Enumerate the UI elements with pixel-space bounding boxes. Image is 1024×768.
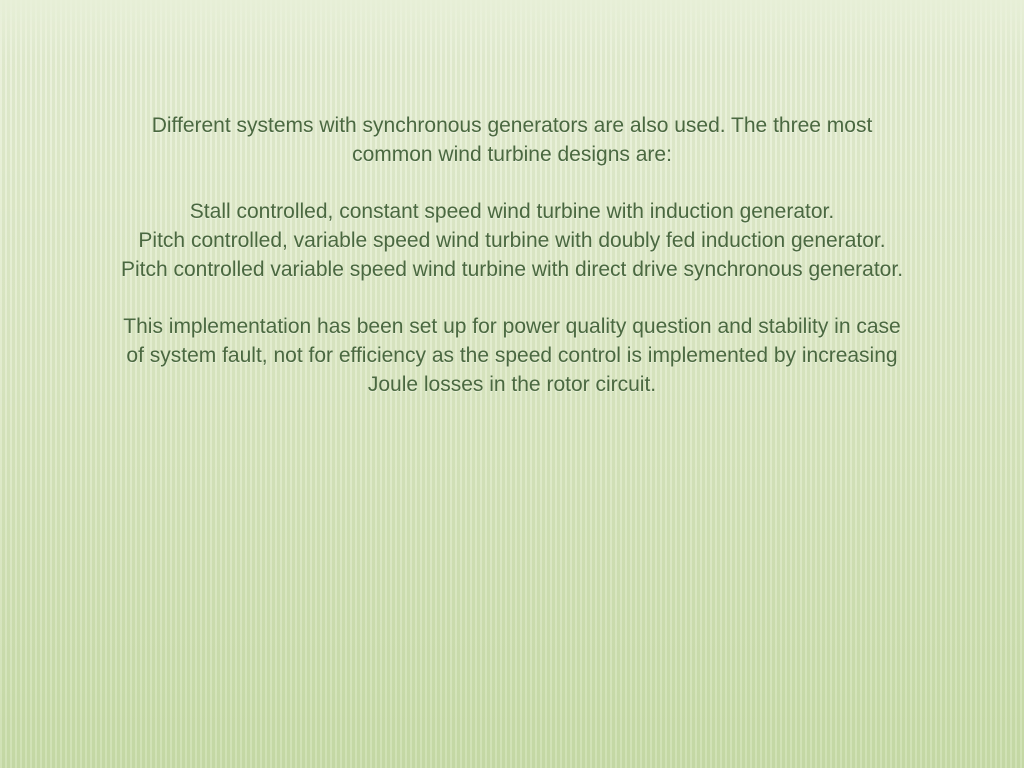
design-item-3: Pitch controlled variable speed wind tur… xyxy=(60,256,964,285)
slide-content: Different systems with synchronous gener… xyxy=(0,0,1024,440)
conclusion-paragraph: This implementation has been set up for … xyxy=(60,313,964,400)
intro-line-2: common wind turbine designs are: xyxy=(60,141,964,170)
slide-background: Different systems with synchronous gener… xyxy=(0,0,1024,768)
conclusion-line-2: of system fault, not for efficiency as t… xyxy=(60,342,964,371)
intro-paragraph: Different systems with synchronous gener… xyxy=(60,112,964,170)
intro-line-1: Different systems with synchronous gener… xyxy=(60,112,964,141)
design-item-1: Stall controlled, constant speed wind tu… xyxy=(60,198,964,227)
designs-list: Stall controlled, constant speed wind tu… xyxy=(60,198,964,285)
conclusion-line-3: Joule losses in the rotor circuit. xyxy=(60,371,964,400)
text-block: Different systems with synchronous gener… xyxy=(60,112,964,400)
design-item-2: Pitch controlled, variable speed wind tu… xyxy=(60,227,964,256)
conclusion-line-1: This implementation has been set up for … xyxy=(60,313,964,342)
